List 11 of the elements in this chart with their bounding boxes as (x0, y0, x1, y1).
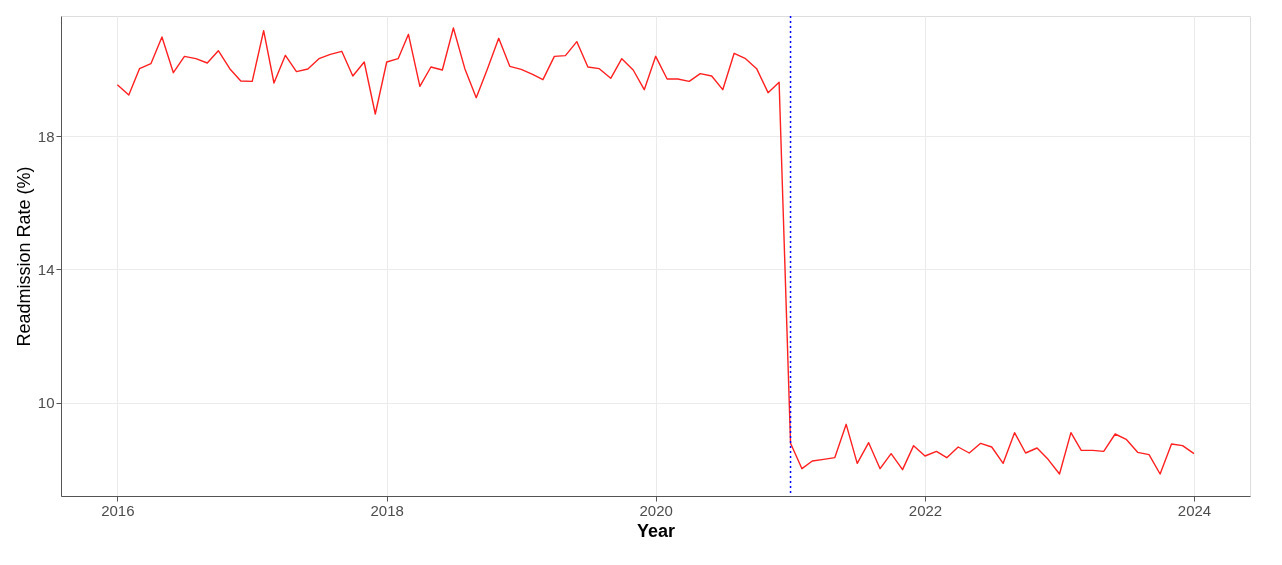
x-tick-label: 2022 (908, 501, 943, 519)
y-axis-title: Readmission Rate (%) (13, 166, 34, 347)
x-tick-label: 2020 (639, 501, 673, 519)
y-tick-label: 18 (37, 127, 55, 145)
x-axis-title: Year (636, 520, 676, 541)
x-tick-label: 2024 (1177, 501, 1212, 519)
line-series (116, 27, 1195, 475)
y-tick-label: 10 (37, 394, 55, 412)
y-tick-label: 14 (37, 260, 55, 278)
x-tick-label: 2018 (370, 501, 404, 519)
x-tick-label: 2016 (101, 501, 135, 519)
